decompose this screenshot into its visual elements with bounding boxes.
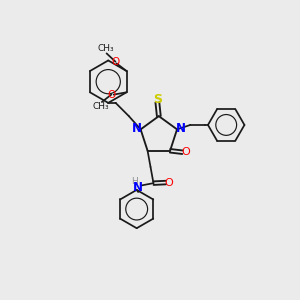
Text: H: H bbox=[131, 178, 138, 187]
Text: N: N bbox=[132, 122, 142, 135]
Text: N: N bbox=[176, 122, 186, 135]
Text: O: O bbox=[107, 90, 116, 100]
Text: CH₃: CH₃ bbox=[92, 103, 109, 112]
Text: CH₃: CH₃ bbox=[98, 44, 114, 53]
Text: S: S bbox=[153, 93, 162, 106]
Text: O: O bbox=[164, 178, 173, 188]
Text: O: O bbox=[111, 57, 119, 67]
Text: O: O bbox=[181, 147, 190, 157]
Text: N: N bbox=[133, 182, 143, 194]
